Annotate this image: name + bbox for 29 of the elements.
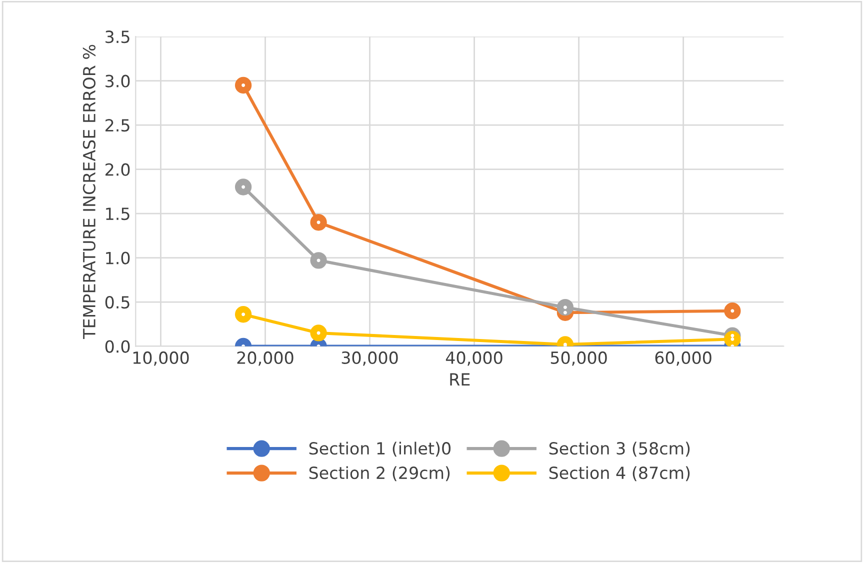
y-tick-label: 1.5 bbox=[106, 208, 130, 220]
point bbox=[556, 298, 574, 316]
point bbox=[234, 306, 252, 323]
point bbox=[310, 324, 327, 342]
x-tick-label: 30,000 bbox=[342, 351, 398, 366]
legend-label: Section 2 (29cm) bbox=[309, 466, 450, 482]
y-tick-label: 0.5 bbox=[105, 296, 130, 309]
y-tick-label: 2.5 bbox=[106, 119, 130, 132]
x-tick-label: 10,000 bbox=[133, 351, 189, 366]
y-tick-label: 3.5 bbox=[106, 30, 130, 44]
y-tick-label: 0.0 bbox=[105, 340, 130, 353]
y-tick-label: 3.0 bbox=[106, 74, 130, 88]
point bbox=[724, 302, 741, 320]
x-axis-title: RE bbox=[450, 373, 470, 386]
legend-label: Section 1 (inlet)0 bbox=[309, 442, 451, 457]
point bbox=[724, 330, 741, 346]
x-tick-label: 20,000 bbox=[237, 351, 294, 366]
x-tick-label: 50,000 bbox=[550, 351, 607, 366]
legend-label: Section 4 (87cm) bbox=[549, 466, 690, 482]
point bbox=[234, 76, 252, 94]
x-tick-label: 60,000 bbox=[655, 351, 712, 366]
legend-label: Section 3 (58cm) bbox=[549, 442, 690, 457]
point bbox=[310, 252, 327, 269]
y-tick-label: 1.0 bbox=[106, 252, 130, 264]
point bbox=[234, 178, 252, 196]
y-tick-label: 2.0 bbox=[106, 163, 130, 176]
y-axis-title: TEMPERATURE INCREASE ERROR % bbox=[82, 44, 96, 339]
point bbox=[310, 214, 327, 231]
x-tick-label: 40,000 bbox=[446, 351, 502, 366]
